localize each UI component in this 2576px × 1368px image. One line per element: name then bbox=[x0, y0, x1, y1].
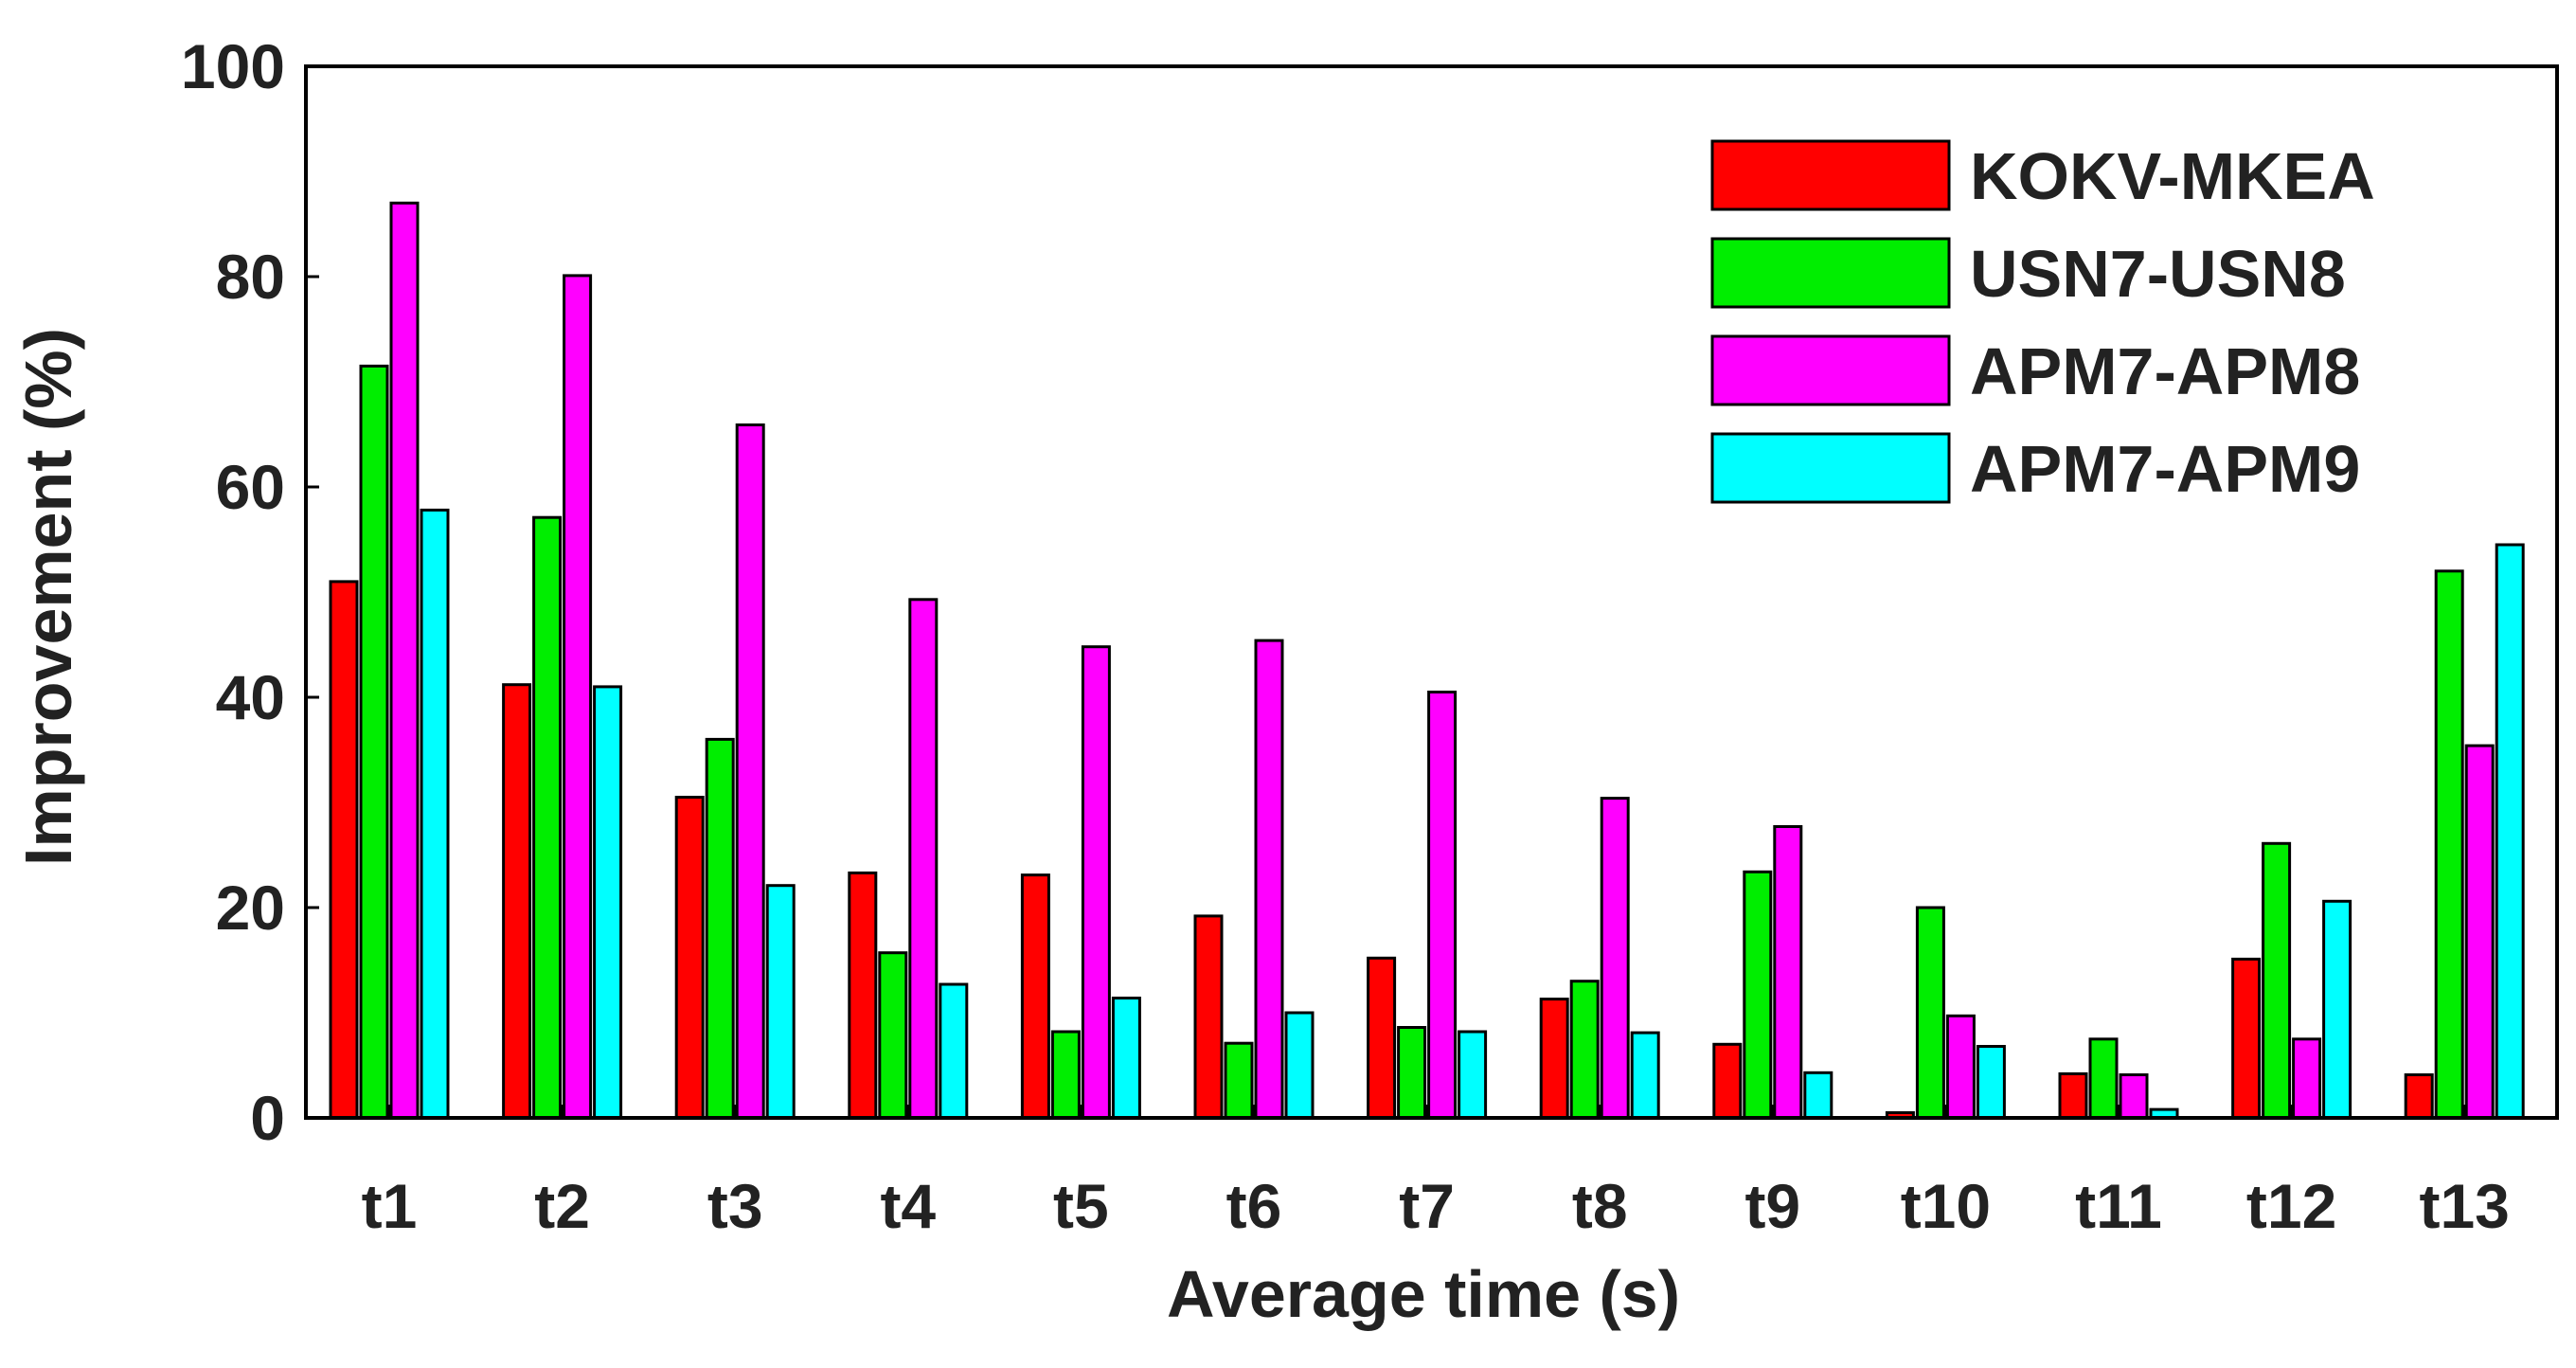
bar-apm7-apm8-t4 bbox=[908, 598, 939, 1120]
bar-apm7-apm9-t1 bbox=[420, 508, 450, 1120]
bar-apm7-apm9-t13 bbox=[2495, 543, 2525, 1120]
y-tick-label: 0 bbox=[250, 1083, 285, 1153]
bar-apm7-apm8-t2 bbox=[563, 274, 593, 1120]
bar-apm7-apm8-t9 bbox=[1773, 825, 1803, 1120]
bar-apm7-apm9-t2 bbox=[593, 685, 623, 1120]
legend: KOKV-MKEA USN7-USN8 APM7-APM8 APM7-APM9 bbox=[1710, 139, 2375, 506]
x-tick-label-t8: t8 bbox=[1572, 1171, 1628, 1241]
bar-apm7-apm9-t12 bbox=[2322, 899, 2352, 1120]
bar-apm7-apm8-t10 bbox=[1945, 1014, 1976, 1120]
x-tick-label-t11: t11 bbox=[2075, 1171, 2162, 1241]
x-tick-label-t5: t5 bbox=[1053, 1171, 1109, 1241]
y-tick-label: 20 bbox=[216, 873, 285, 943]
y-axis-ticks: 0 20 40 60 80 100 bbox=[181, 31, 319, 1153]
bar-kokv-mkea-t9 bbox=[1712, 1042, 1743, 1120]
x-axis-title: Average time (s) bbox=[1167, 1257, 1680, 1331]
x-tick-label-t10: t10 bbox=[1901, 1171, 1991, 1241]
bar-apm7-apm8-t5 bbox=[1081, 645, 1111, 1120]
bar-apm7-apm8-t12 bbox=[2292, 1037, 2322, 1120]
bar-usn7-usn8-t6 bbox=[1224, 1041, 1254, 1120]
bar-apm7-apm9-t8 bbox=[1630, 1031, 1660, 1120]
y-tick-label: 100 bbox=[181, 31, 285, 101]
x-tick-label-t3: t3 bbox=[707, 1171, 763, 1241]
bar-usn7-usn8-t10 bbox=[1915, 906, 1945, 1120]
bar-kokv-mkea-t13 bbox=[2404, 1073, 2434, 1120]
bars-group bbox=[329, 201, 2525, 1120]
legend-swatch-apm7-apm8 bbox=[1710, 334, 1951, 406]
x-tick-label-t6: t6 bbox=[1226, 1171, 1282, 1241]
bar-kokv-mkea-t12 bbox=[2231, 957, 2262, 1120]
bar-kokv-mkea-t2 bbox=[502, 683, 532, 1120]
bar-kokv-mkea-t3 bbox=[674, 796, 705, 1120]
bar-kokv-mkea-t6 bbox=[1193, 914, 1224, 1120]
legend-swatch-usn7-usn8 bbox=[1710, 237, 1951, 309]
bar-apm7-apm8-t1 bbox=[389, 201, 420, 1120]
y-tick-label: 40 bbox=[216, 662, 285, 732]
bar-usn7-usn8-t9 bbox=[1743, 870, 1773, 1120]
bar-apm7-apm8-t13 bbox=[2464, 744, 2495, 1120]
bar-usn7-usn8-t8 bbox=[1569, 980, 1600, 1120]
bar-apm7-apm9-t6 bbox=[1284, 1011, 1315, 1120]
bar-apm7-apm9-t7 bbox=[1458, 1030, 1488, 1120]
y-axis-title: Improvement (%) bbox=[11, 328, 85, 866]
bar-usn7-usn8-t11 bbox=[2088, 1037, 2119, 1120]
bar-apm7-apm9-t5 bbox=[1111, 997, 1141, 1120]
bar-apm7-apm8-t7 bbox=[1427, 691, 1458, 1120]
x-tick-label-t13: t13 bbox=[2420, 1171, 2510, 1241]
x-tick-label-t1: t1 bbox=[362, 1171, 418, 1241]
legend-swatch-apm7-apm9 bbox=[1710, 432, 1951, 504]
bar-apm7-apm8-t8 bbox=[1600, 797, 1630, 1120]
bar-usn7-usn8-t5 bbox=[1050, 1030, 1081, 1120]
bar-usn7-usn8-t2 bbox=[532, 515, 563, 1120]
bar-kokv-mkea-t4 bbox=[848, 871, 878, 1120]
legend-label-apm7-apm8: APM7-APM8 bbox=[1970, 334, 2360, 408]
x-tick-label-t9: t9 bbox=[1744, 1171, 1800, 1241]
legend-label-usn7-usn8: USN7-USN8 bbox=[1970, 237, 2346, 311]
bar-apm7-apm9-t9 bbox=[1803, 1071, 1834, 1120]
bar-apm7-apm8-t6 bbox=[1254, 639, 1284, 1120]
bar-usn7-usn8-t13 bbox=[2434, 569, 2464, 1120]
bar-kokv-mkea-t7 bbox=[1367, 956, 1397, 1120]
bar-apm7-apm9-t4 bbox=[939, 982, 969, 1120]
bar-apm7-apm9-t3 bbox=[765, 884, 796, 1120]
bar-usn7-usn8-t12 bbox=[2262, 841, 2292, 1120]
bar-usn7-usn8-t3 bbox=[705, 737, 735, 1120]
legend-label-apm7-apm9: APM7-APM9 bbox=[1970, 432, 2360, 506]
bar-usn7-usn8-t1 bbox=[359, 364, 389, 1120]
bar-kokv-mkea-t8 bbox=[1539, 998, 1569, 1120]
x-axis-ticks: t1 t2 t3 t4 t5 t6 t7 t8 t9 t10 t11 t12 t13 bbox=[362, 1105, 2510, 1241]
y-tick-label: 80 bbox=[216, 242, 285, 312]
bar-kokv-mkea-t5 bbox=[1020, 873, 1050, 1120]
x-tick-label-t7: t7 bbox=[1399, 1171, 1455, 1241]
plot-frame bbox=[304, 64, 2559, 1120]
legend-label-kokv-mkea: KOKV-MKEA bbox=[1970, 139, 2375, 213]
bar-usn7-usn8-t4 bbox=[878, 951, 908, 1120]
bar-apm7-apm8-t11 bbox=[2119, 1073, 2149, 1120]
legend-swatch-kokv-mkea bbox=[1710, 139, 1951, 211]
x-tick-label-t4: t4 bbox=[880, 1171, 936, 1241]
bar-apm7-apm8-t3 bbox=[735, 423, 765, 1120]
bar-apm7-apm9-t10 bbox=[1976, 1045, 2006, 1120]
bar-kokv-mkea-t11 bbox=[2058, 1071, 2088, 1120]
x-tick-label-t2: t2 bbox=[534, 1171, 590, 1241]
y-tick-label: 60 bbox=[216, 452, 285, 522]
bar-usn7-usn8-t7 bbox=[1397, 1026, 1427, 1120]
bar-kokv-mkea-t1 bbox=[329, 580, 359, 1120]
x-tick-label-t12: t12 bbox=[2246, 1171, 2336, 1241]
